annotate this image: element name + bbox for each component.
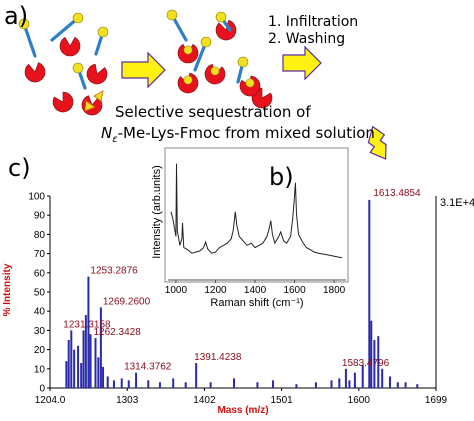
ms-x-tick-label: 1204.0 [35,395,66,406]
ms-x-tick-label: 1501 [270,395,293,406]
molecule-group [18,9,249,112]
panel-a-label: a) [4,2,29,30]
mass-spectrum: 0 10 20 30 40 50 60 70 80 90 100 1204.0 1303 1402 150… [2,188,474,416]
flow-arrow-2 [282,45,322,81]
raman-x-title: Raman shift (cm⁻¹) [210,297,303,309]
ms-peak-label: 1253.2876 [90,266,138,277]
molecule-stick [50,16,80,42]
panel-b-label: b) [269,163,294,191]
ms-peak-labels: 1231.3158 1253.2876 1262.3428 1269.2600 1314… [63,188,421,373]
raman-series-line [170,163,343,259]
ms-peaks [65,199,419,388]
cage-shape [86,63,108,85]
cage-shape [215,19,237,41]
molecule-tag [84,100,96,112]
ms-peak-label: 1314.3762 [124,362,172,373]
flow-arrow-1 [121,51,166,89]
cage-group [24,19,273,116]
step-infiltration: 1. Infiltration [268,14,359,30]
ms-x-tick-label: 1303 [116,395,139,406]
ms-x-tick-label: 1402 [193,395,216,406]
cage-shape [59,36,81,57]
ms-y-tick-label: 20 [34,345,46,356]
molecule-ball [237,56,249,68]
molecule-ball [72,62,84,74]
ms-y-tick-label: 40 [34,307,46,318]
ms-y-tick-label: 80 [34,230,46,241]
molecule-ball [97,26,109,38]
molecule-ball [72,12,84,24]
molecule-ball [200,36,212,48]
ms-y-tick-label: 90 [34,211,46,222]
raman-x-ticks: 1000 1200 1400 1600 1800 [165,280,346,296]
ms-peak-label: 1269.2600 [103,296,151,307]
raman-x-tick-label: 1000 [165,285,188,296]
bound-guest [210,66,220,76]
ms-intensity-max: 3.1E+4 [440,197,474,209]
ms-y-tick-label: 50 [34,288,46,299]
caption-subscript: ε [112,134,118,145]
cage-shape [24,62,46,83]
caption-n: N [101,124,113,142]
ms-y-title: % Intensity [2,263,13,316]
ms-x-title: Mass (m/z) [217,405,268,416]
raman-x-tick-label: 1200 [204,285,227,296]
ms-peak-label: 1231.3158 [63,319,111,330]
molecule-tag [93,90,104,102]
ms-x-tick-label: 1600 [348,395,371,406]
ms-y-tick-label: 30 [34,326,46,337]
raman-x-tick-label: 1400 [244,285,267,296]
cage-shape [52,91,74,113]
ms-y-ticks: 0 10 20 30 40 50 60 70 80 90 100 [28,192,50,395]
ms-y-tick-label: 0 [39,384,45,395]
ms-y-tick-label: 60 [34,268,46,279]
raman-frame [164,147,349,283]
raman-inset: 1000 1200 1400 1600 1800 Raman shift (cm⁻¹) … [151,147,349,309]
bound-guest [183,45,193,55]
molecule-ball [166,9,178,21]
panel-c-label: c) [8,154,31,182]
ms-peak-label: 1583.4796 [342,358,390,369]
sequestration-scheme [121,45,387,160]
caption-rest: -Me-Lys-Fmoc from mixed solution [117,124,375,142]
cage-shape [239,75,261,97]
ms-y-tick-label: 70 [34,249,46,260]
ms-peak-label: 1262.3428 [93,327,141,338]
step-washing: 2. Washing [268,31,346,47]
raman-x-tick-label: 1600 [283,285,306,296]
ms-x-tick-label: 1699 [425,395,448,406]
molecule-ball [215,11,227,23]
raman-x-tick-label: 1800 [323,285,346,296]
caption-line-2: Nε-Me-Lys-Fmoc from mixed solution [101,124,375,145]
ms-peak-label: 1391.4238 [194,352,242,363]
ms-y-tick-label: 100 [28,192,45,203]
ms-y-tick-label: 10 [34,364,46,375]
bound-guest [183,75,193,85]
ms-x-ticks: 1204.0 1303 1402 1501 1600 1699 [35,388,448,406]
molecule-stick [22,22,37,58]
down-arrow [367,125,387,160]
raman-y-title: Intensity (arb.units) [151,165,163,259]
caption-line-1: Selective sequestration of [115,103,311,121]
ms-peak-label: 1613.4854 [373,188,421,199]
molecule-ball [18,18,30,30]
bound-guest [245,78,255,88]
